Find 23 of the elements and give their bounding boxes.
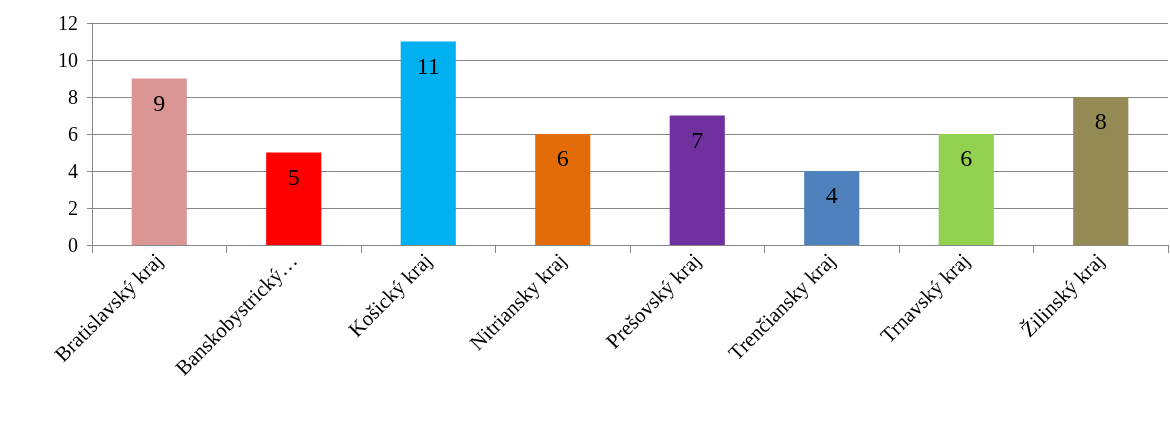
bar <box>535 134 591 245</box>
y-tick-label: 8 <box>68 86 78 108</box>
data-label: 4 <box>825 182 838 208</box>
data-label: 7 <box>691 126 704 153</box>
bar <box>938 134 994 245</box>
data-label: 11 <box>416 52 440 79</box>
bar <box>266 152 322 245</box>
data-label: 8 <box>1094 108 1107 134</box>
y-tick-label: 2 <box>68 197 78 219</box>
data-label: 6 <box>960 145 973 171</box>
bar <box>400 41 456 245</box>
y-tick-label: 0 <box>68 234 78 256</box>
y-tick-label: 10 <box>58 49 78 71</box>
data-label: 6 <box>556 145 569 171</box>
data-label: 5 <box>287 163 300 190</box>
bar <box>669 115 725 245</box>
y-tick-label: 4 <box>68 160 78 182</box>
y-tick-label: 12 <box>58 12 78 34</box>
bar <box>131 78 187 245</box>
y-tick-label: 6 <box>68 123 78 145</box>
data-label: 9 <box>153 89 166 116</box>
bar <box>1073 97 1129 245</box>
bar <box>804 171 860 245</box>
